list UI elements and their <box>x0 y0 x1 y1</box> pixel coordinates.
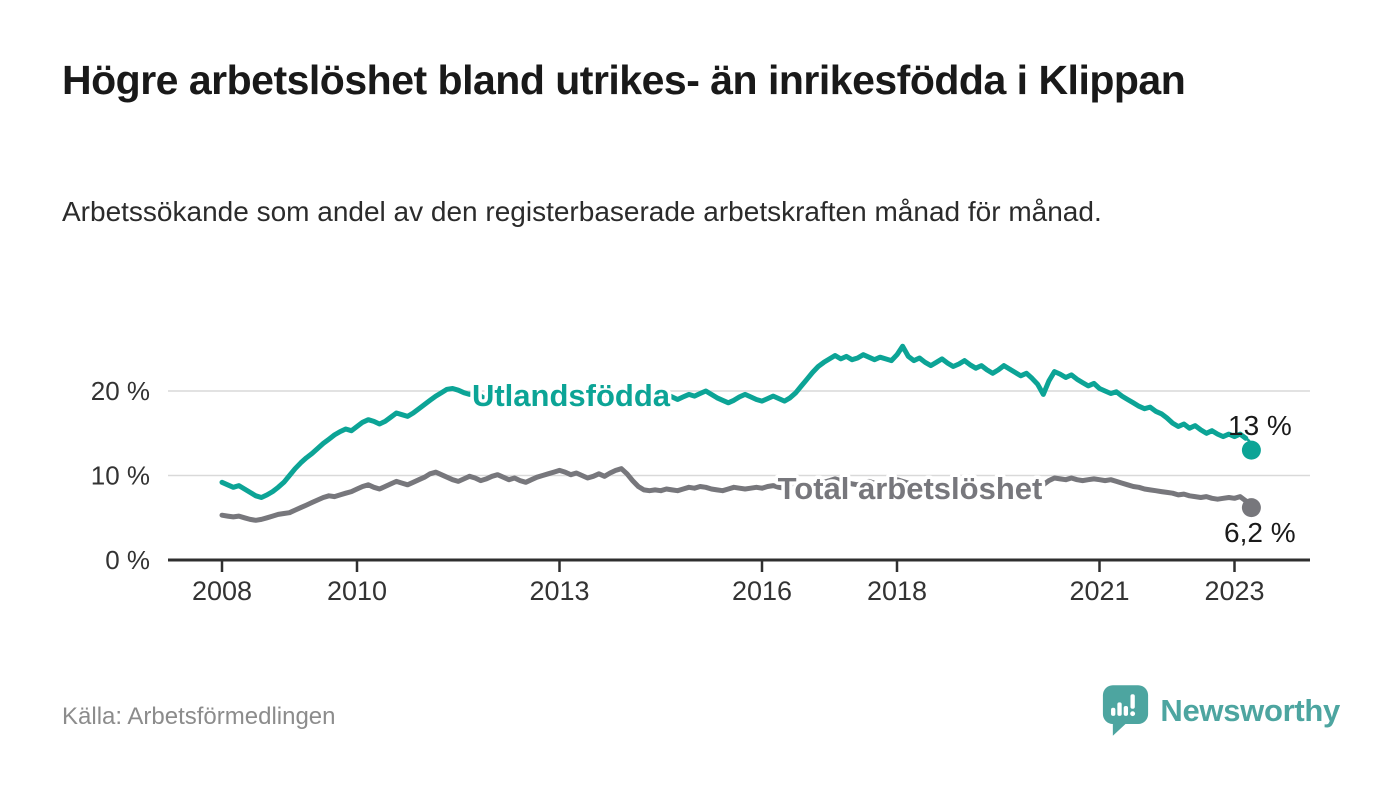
series-label-utlandsfodda: Utlandsfödda <box>472 378 671 413</box>
y-axis-tick-label: 0 % <box>105 545 150 575</box>
series-label-total: Total arbetslöshet <box>778 471 1043 506</box>
newsworthy-wordmark: Newsworthy <box>1160 692 1340 728</box>
latest-value-label-total: 6,2 % <box>1224 517 1296 548</box>
x-axis-tick-label: 2023 <box>1204 576 1264 606</box>
latest-value-label-utlandsfodda: 13 % <box>1228 410 1292 441</box>
y-axis-tick-label: 20 % <box>91 376 150 406</box>
logo-bar-small <box>1111 707 1116 716</box>
y-axis-tick-label: 10 % <box>91 461 150 491</box>
logo-exclamation-bar <box>1130 694 1136 709</box>
series-line-utlandsfodda <box>219 343 1249 500</box>
newsworthy-logo-icon <box>1103 685 1149 736</box>
logo-bar-mid <box>1124 705 1129 716</box>
x-axis-tick-label: 2008 <box>192 576 252 606</box>
x-axis-tick-label: 2021 <box>1069 576 1129 606</box>
x-axis-tick-label: 2013 <box>529 576 589 606</box>
end-dot-utlandsfodda <box>1241 440 1261 460</box>
series-line-total <box>219 466 1254 523</box>
end-dot-total <box>1241 498 1261 518</box>
x-axis-tick-label: 2010 <box>327 576 387 606</box>
page-subtitle: Arbetssökande som andel av den registerb… <box>62 196 1102 227</box>
x-axis-tick-label: 2018 <box>867 576 927 606</box>
x-axis-tick-label: 2016 <box>732 576 792 606</box>
page-title: Högre arbetslöshet bland utrikes- än inr… <box>62 57 1186 103</box>
logo-exclamation-dot <box>1130 711 1136 717</box>
newsworthy-logo: Newsworthy <box>1102 684 1340 737</box>
logo-bar-tall <box>1117 702 1123 716</box>
source-note: Källa: Arbetsförmedlingen <box>62 703 336 730</box>
